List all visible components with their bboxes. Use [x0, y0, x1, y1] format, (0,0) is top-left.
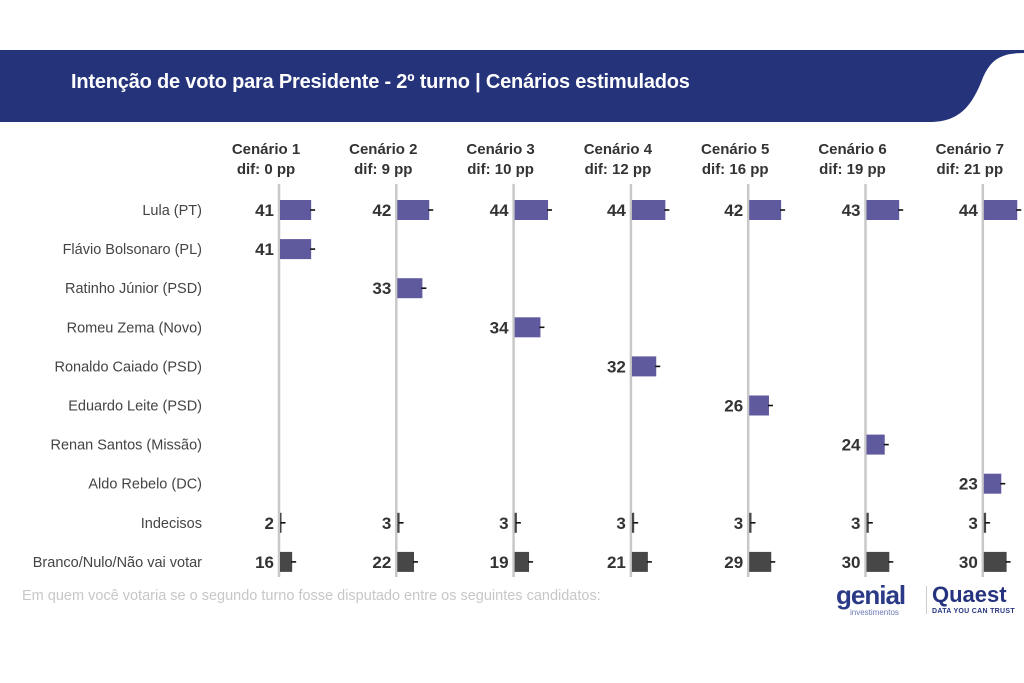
bar [631, 200, 666, 220]
bar [397, 512, 400, 533]
data-label: 3 [616, 514, 625, 533]
data-label: 30 [959, 553, 978, 572]
data-label: 22 [372, 553, 391, 572]
logos: genial investimentos Quaest DATA YOU CAN… [836, 580, 1016, 620]
scenario-diff: dif: 12 pp [585, 161, 652, 178]
bar [397, 551, 415, 572]
bar [983, 473, 1002, 494]
scenario-header: Cenário 7 [936, 141, 1004, 158]
category-label: Eduardo Leite (PSD) [68, 399, 202, 415]
data-label: 42 [372, 201, 391, 220]
data-label: 23 [959, 475, 978, 494]
data-label: 3 [382, 514, 391, 533]
category-label: Ronaldo Caiado (PSD) [55, 359, 203, 375]
genial-logo-subtitle: investimentos [850, 608, 899, 617]
data-label: 42 [724, 201, 743, 220]
bar [866, 512, 869, 533]
data-label: 3 [734, 514, 743, 533]
quaest-logo: Quaest [932, 582, 1007, 607]
data-label: 29 [724, 553, 743, 572]
category-label: Aldo Rebelo (DC) [88, 477, 202, 493]
bar [514, 512, 517, 533]
scenario-header: Cenário 4 [584, 141, 653, 158]
bar [983, 551, 1007, 572]
scenario-header: Cenário 6 [818, 141, 886, 158]
scenario-header: Cenário 1 [232, 141, 300, 158]
bar [280, 551, 293, 572]
bar [866, 551, 890, 572]
data-label: 43 [842, 201, 861, 220]
data-label: 3 [499, 514, 508, 533]
scenario-diff: dif: 19 pp [819, 161, 886, 178]
scenario-diff: dif: 16 pp [702, 161, 769, 178]
bar [749, 512, 752, 533]
data-label: 24 [842, 436, 861, 455]
scenario-header: Cenário 2 [349, 141, 417, 158]
category-label: Lula (PT) [142, 203, 202, 219]
category-label: Ratinho Júnior (PSD) [65, 281, 202, 297]
data-label: 33 [372, 279, 391, 298]
scenario-diff: dif: 9 pp [354, 161, 412, 178]
data-label: 3 [851, 514, 860, 533]
category-label: Flávio Bolsonaro (PL) [63, 242, 202, 258]
chart-title: Intenção de voto para Presidente - 2º tu… [71, 71, 690, 93]
category-label: Romeu Zema (Novo) [67, 320, 202, 336]
bar [983, 512, 987, 533]
bar [397, 200, 430, 220]
category-label: Branco/Nulo/Não vai votar [33, 555, 202, 571]
footnote: Em quem você votaria se o segundo turno … [22, 588, 601, 604]
data-label: 21 [607, 553, 626, 572]
bar [866, 200, 900, 220]
bar [866, 434, 885, 455]
data-label: 41 [255, 201, 274, 220]
scenario-diff: dif: 21 pp [936, 161, 1003, 178]
bar [397, 278, 423, 299]
data-label: 34 [490, 318, 509, 337]
scenario-header: Cenário 5 [701, 141, 769, 158]
data-label: 44 [607, 201, 626, 220]
data-label: 26 [724, 397, 743, 416]
bar [514, 317, 541, 338]
scenario-header: Cenário 3 [466, 141, 534, 158]
bar [631, 356, 657, 377]
logo-separator [926, 586, 927, 614]
category-label: Renan Santos (Missão) [50, 438, 202, 454]
data-label: 30 [842, 553, 861, 572]
data-label: 44 [959, 201, 978, 220]
data-label: 32 [607, 357, 626, 376]
bar [514, 551, 530, 572]
bar [749, 200, 782, 220]
data-label: 44 [490, 201, 509, 220]
bar [631, 551, 648, 572]
header-banner [0, 50, 1024, 122]
genial-logo: genial [836, 580, 906, 610]
bar [280, 239, 312, 260]
data-label: 2 [265, 514, 274, 533]
data-label: 41 [255, 240, 274, 259]
quaest-logo-subtitle: DATA YOU CAN TRUST [932, 608, 1015, 615]
data-label: 3 [968, 514, 977, 533]
bar [631, 512, 635, 533]
bar [514, 200, 549, 220]
scenario-diff: dif: 10 pp [467, 161, 534, 178]
bar [983, 200, 1018, 220]
scenario-diff: dif: 0 pp [237, 161, 295, 178]
data-label: 16 [255, 553, 274, 572]
data-label: 19 [490, 553, 509, 572]
bar [749, 551, 772, 572]
category-label: Indecisos [141, 516, 202, 532]
bar [280, 200, 312, 220]
bar [749, 395, 769, 416]
